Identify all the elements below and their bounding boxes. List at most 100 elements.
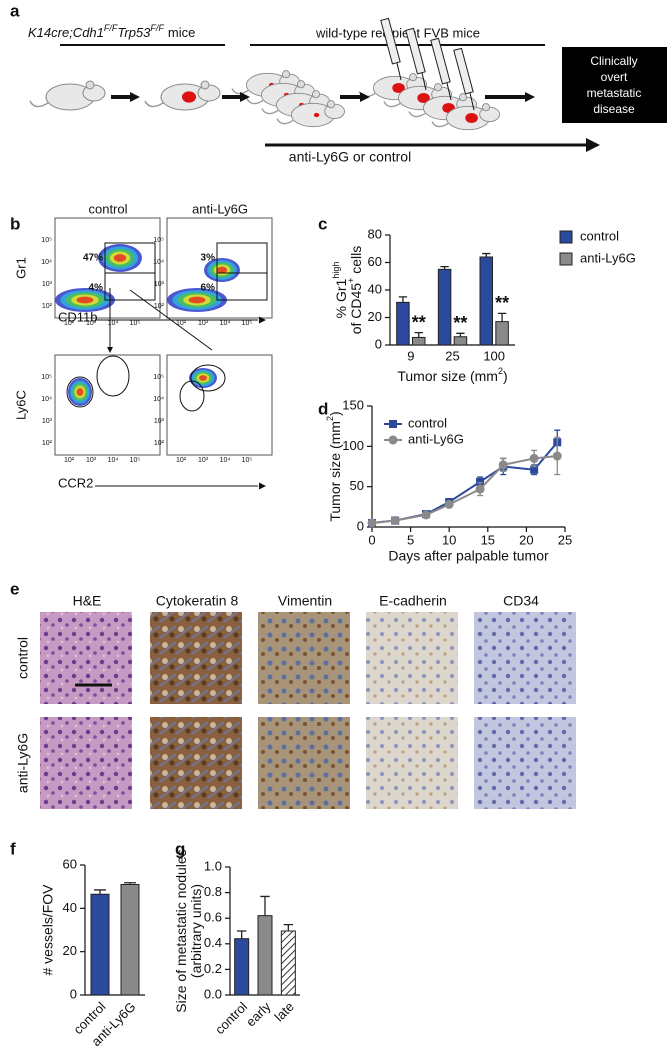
outcome-label: Clinically <box>590 54 637 68</box>
bar <box>280 930 296 996</box>
y-tick-label: 0.2 <box>204 961 222 976</box>
axis-label: CD11b <box>58 309 98 324</box>
micrograph <box>258 717 350 809</box>
error-bar <box>237 930 247 939</box>
bar <box>120 884 140 996</box>
needle <box>469 92 475 111</box>
flow-tick: 10⁴ <box>153 259 164 266</box>
y-tick-label: 20 <box>368 309 382 324</box>
x-axis-label-part: 2 <box>498 366 503 376</box>
flow-tick: 10⁵ <box>153 237 164 244</box>
y-axis-label: Tumor size (mm2) <box>325 411 342 521</box>
y-tick-label: 60 <box>63 856 77 871</box>
flow-tick: 10³ <box>42 281 53 288</box>
gate-label: 6% <box>201 283 216 294</box>
legend-label: control <box>580 228 619 243</box>
flow-tick: 10² <box>154 303 165 310</box>
y-tick-label: 40 <box>63 900 77 915</box>
marker <box>388 435 398 445</box>
y-axis-label: (arbitrary units) <box>188 884 204 978</box>
strain-part: K14cre;Cdh1 <box>28 25 104 40</box>
gate <box>96 355 130 397</box>
marker <box>367 518 377 528</box>
y-axis-label-part: 2 <box>325 416 335 421</box>
strain-suffix: mice <box>168 25 195 40</box>
mouse <box>431 103 500 131</box>
micrograph <box>40 612 132 704</box>
bar <box>396 301 410 346</box>
arrow-head <box>586 138 600 152</box>
gate-label: 3% <box>201 253 216 264</box>
flow-tick: 10⁵ <box>242 320 253 327</box>
micrograph <box>40 717 132 809</box>
flow-tick: 10⁴ <box>220 457 231 464</box>
gate <box>104 272 156 301</box>
mouse-ear <box>281 70 291 79</box>
error-bar <box>497 312 507 322</box>
flow-tick: 10³ <box>86 457 97 464</box>
flow-tick: 10³ <box>86 320 97 327</box>
mouse-ear <box>326 100 336 109</box>
panel-label: c <box>318 214 327 233</box>
mouse-tail <box>408 111 426 118</box>
axis-label: Gr1 <box>13 257 28 279</box>
flow-tick: 10³ <box>198 457 209 464</box>
mouse-ear <box>85 80 95 90</box>
strain-part: F/F <box>104 23 118 33</box>
legend-swatch <box>559 252 573 266</box>
y-axis-label: # vessels/FOV <box>40 884 56 976</box>
gate-label: 47% <box>83 253 103 264</box>
panel-label: f <box>10 839 16 858</box>
x-tick-label: 10 <box>442 532 456 547</box>
mouse-ear <box>311 90 321 99</box>
x-tick-label: 9 <box>407 348 414 363</box>
panel-label: e <box>10 579 19 598</box>
column-label: control <box>88 201 127 216</box>
arrow-head <box>130 92 140 102</box>
column-label: CD34 <box>503 593 539 609</box>
y-tick-label: 0 <box>357 518 364 533</box>
y-axis-label-part: (arbitrary units) <box>188 884 204 978</box>
bar <box>479 256 493 346</box>
error-bar <box>456 332 465 337</box>
axis-label: CCR2 <box>58 475 93 490</box>
significance: ** <box>412 312 426 332</box>
legend-swatch <box>559 230 573 244</box>
flow-tick: 10² <box>64 320 75 327</box>
flow-tick: 10³ <box>154 418 165 425</box>
panel-label: d <box>318 399 328 418</box>
marker <box>552 451 562 461</box>
x-tick-label: 0 <box>368 532 375 547</box>
column-label: H&E <box>73 593 102 609</box>
marker <box>389 420 397 428</box>
series-line <box>371 455 558 524</box>
mouse <box>144 80 221 111</box>
x-axis-label-part: ) <box>503 368 508 384</box>
flow-tick: 10³ <box>154 281 165 288</box>
y-tick-label: 50 <box>350 478 364 493</box>
y-tick-label: 100 <box>342 438 364 453</box>
error-bar <box>260 895 270 916</box>
x-tick-label: 25 <box>558 532 572 547</box>
marker <box>390 516 400 526</box>
y-axis-label-part: + <box>346 278 356 283</box>
error-bar <box>283 923 293 931</box>
strain-part: Trp53 <box>117 25 151 40</box>
y-axis-label: Size of metastatic nodules <box>173 849 189 1012</box>
x-axis-label: Tumor size (mm2) <box>397 366 507 383</box>
error-bar <box>124 882 136 885</box>
y-axis-label: of CD45+ cells <box>346 246 363 335</box>
axis-label: Ly6C <box>13 390 28 420</box>
y-tick-label: 80 <box>368 226 382 241</box>
flow-tick: 10² <box>176 457 187 464</box>
flow-tick: 10³ <box>198 320 209 327</box>
error-bar <box>94 889 106 895</box>
x-tick-label: 100 <box>483 348 505 363</box>
gate <box>66 376 94 408</box>
syringe <box>453 47 474 95</box>
arrow-head <box>360 92 370 102</box>
panel-label: a <box>10 1 20 20</box>
flow-plot <box>166 354 273 456</box>
